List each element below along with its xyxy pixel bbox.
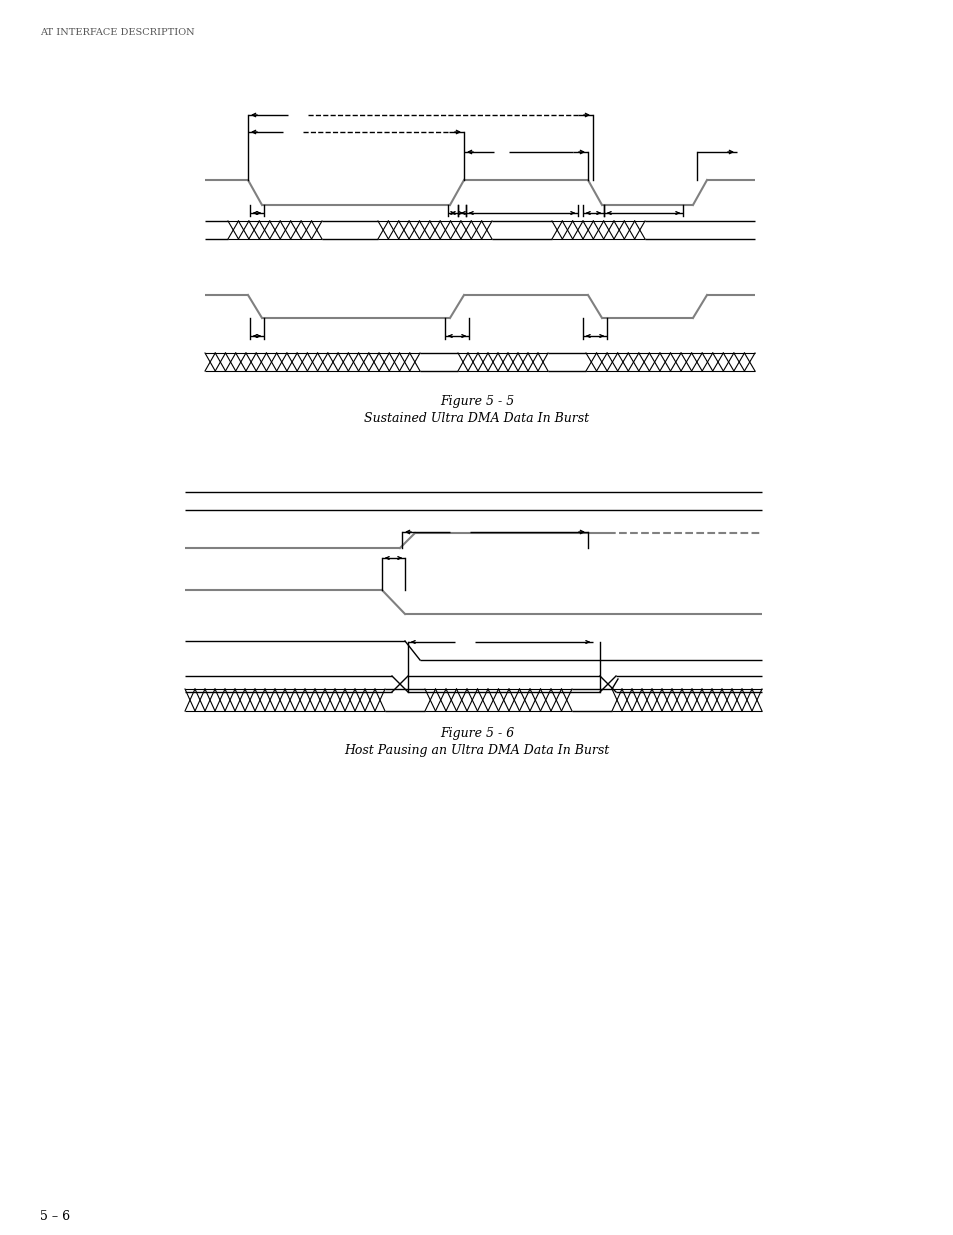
Text: Figure 5 - 5: Figure 5 - 5 [439, 395, 514, 408]
Text: Host Pausing an Ultra DMA Data In Burst: Host Pausing an Ultra DMA Data In Burst [344, 743, 609, 757]
Text: Sustained Ultra DMA Data In Burst: Sustained Ultra DMA Data In Burst [364, 412, 589, 425]
Text: AT INTERFACE DESCRIPTION: AT INTERFACE DESCRIPTION [40, 28, 194, 37]
Text: 5 – 6: 5 – 6 [40, 1210, 71, 1223]
Text: Figure 5 - 6: Figure 5 - 6 [439, 727, 514, 740]
